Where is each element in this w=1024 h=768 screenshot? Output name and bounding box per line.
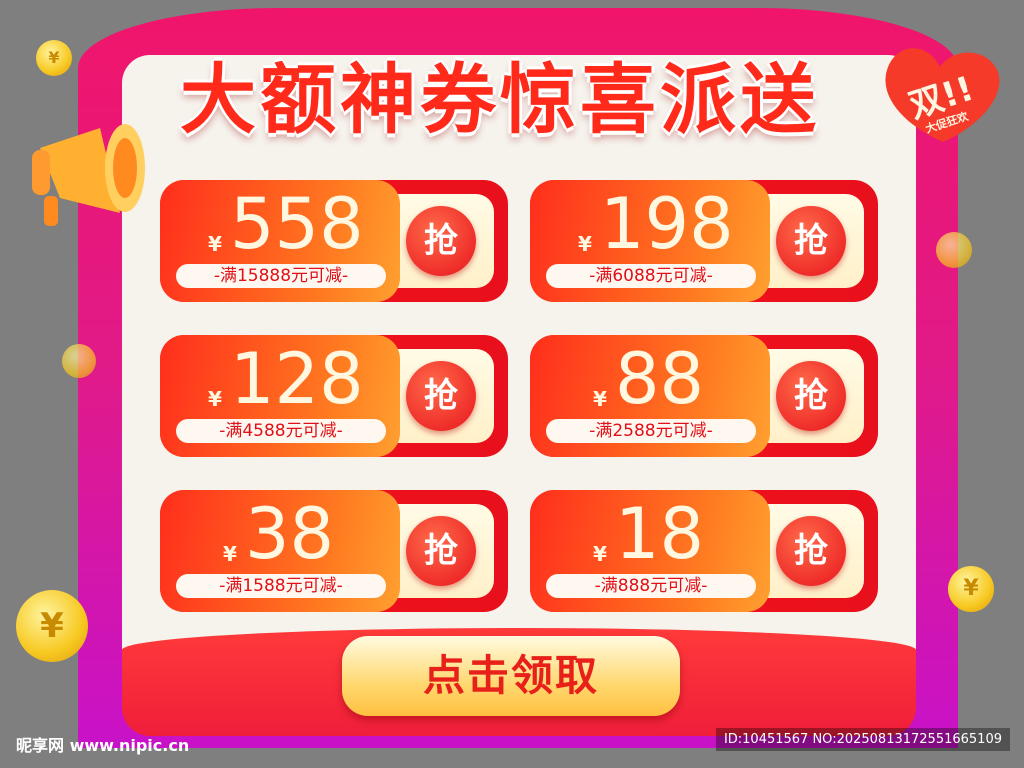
- coupon-condition: -满15888元可减-: [176, 264, 386, 288]
- coupon-card[interactable]: ¥ 38 -满1588元可减- 抢: [160, 490, 508, 612]
- grab-button[interactable]: 抢: [776, 516, 846, 586]
- grab-button[interactable]: 抢: [406, 361, 476, 431]
- grab-button[interactable]: 抢: [776, 206, 846, 276]
- coin-icon: ¥: [36, 40, 72, 76]
- watermark-id: ID:10451567 NO:20250813172551665109: [715, 728, 1010, 751]
- currency-symbol: ¥: [208, 232, 222, 256]
- currency-symbol: ¥: [593, 387, 607, 411]
- coupon-amount: 18: [615, 493, 705, 575]
- coupon-condition: -满1588元可减-: [176, 574, 386, 598]
- page-title: 大额神券惊喜派送: [180, 55, 820, 144]
- coin-icon: [936, 232, 972, 268]
- coupon-condition: -满6088元可减-: [546, 264, 756, 288]
- grab-button[interactable]: 抢: [406, 516, 476, 586]
- claim-button[interactable]: 点击领取: [342, 636, 680, 716]
- currency-symbol: ¥: [578, 232, 592, 256]
- coupon-card[interactable]: ¥ 18 -满888元可减- 抢: [530, 490, 878, 612]
- coupon-card[interactable]: ¥ 88 -满2588元可减- 抢: [530, 335, 878, 457]
- coupon-condition: -满888元可减-: [546, 574, 756, 598]
- coupon-amount: 128: [230, 338, 364, 420]
- coupon-amount: 558: [230, 183, 364, 265]
- coin-icon: [62, 344, 96, 378]
- coupon-card[interactable]: ¥ 558 -满15888元可减- 抢: [160, 180, 508, 302]
- coupon-card[interactable]: ¥ 198 -满6088元可减- 抢: [530, 180, 878, 302]
- currency-symbol: ¥: [223, 542, 237, 566]
- coupon-amount: 88: [615, 338, 705, 420]
- currency-symbol: ¥: [593, 542, 607, 566]
- coupon-condition: -满4588元可减-: [176, 419, 386, 443]
- coin-icon: ¥: [16, 590, 88, 662]
- megaphone-icon: [32, 124, 145, 226]
- coupon-card[interactable]: ¥ 128 -满4588元可减- 抢: [160, 335, 508, 457]
- coupon-amount: 198: [600, 183, 734, 265]
- currency-symbol: ¥: [208, 387, 222, 411]
- grab-button[interactable]: 抢: [406, 206, 476, 276]
- grab-button[interactable]: 抢: [776, 361, 846, 431]
- heart-balloon-icon: 双!! 大促狂欢: [885, 48, 1000, 142]
- coupon-amount: 38: [245, 493, 335, 575]
- coupon-condition: -满2588元可减-: [546, 419, 756, 443]
- coin-icon: ¥: [948, 566, 994, 612]
- watermark-site: 昵享网 www.nipic.cn: [16, 736, 190, 755]
